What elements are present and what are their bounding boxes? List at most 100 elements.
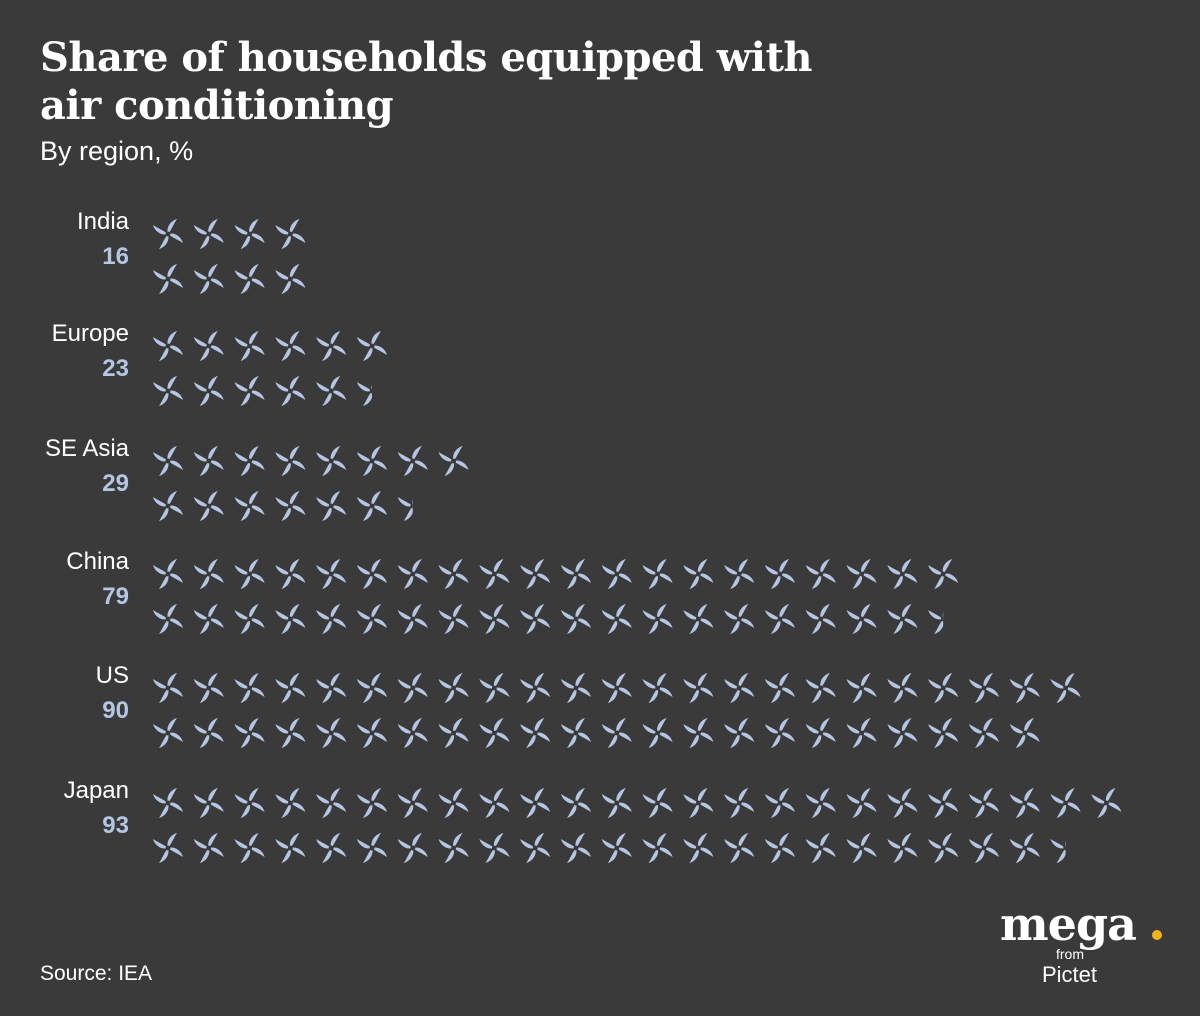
fan-icon	[805, 559, 836, 589]
category-row-india: India 16	[77, 208, 306, 294]
category-label: SE Asia	[45, 435, 130, 462]
source-note: Source: IEA	[40, 962, 153, 985]
fan-icon	[357, 604, 387, 634]
fan-icon	[479, 718, 510, 748]
fan-icon	[153, 219, 183, 249]
fan-icon	[275, 559, 306, 589]
fan-icon	[642, 833, 673, 863]
category-row-japan: Japan 93	[64, 777, 1122, 863]
fan-icon	[234, 673, 265, 703]
fan-icon	[234, 446, 265, 476]
category-row-china: China 79	[66, 548, 959, 634]
fan-icon	[520, 788, 551, 818]
fan-icon	[887, 833, 918, 863]
fan-icon	[805, 673, 836, 703]
fan-icon	[520, 604, 551, 634]
fan-icon	[601, 673, 632, 703]
fan-icon	[520, 673, 551, 703]
fan-icon	[928, 788, 959, 818]
fan-icon	[969, 788, 999, 818]
fan-icon	[805, 718, 836, 748]
fan-icon	[275, 491, 306, 521]
fan-icon	[397, 604, 428, 634]
fan-icon	[357, 491, 387, 521]
fan-icon	[234, 376, 265, 406]
fan-icon	[601, 718, 632, 748]
fan-icon	[153, 376, 183, 406]
fan-icon	[438, 559, 469, 589]
fan-icon	[1050, 673, 1081, 703]
fan-icon	[316, 833, 347, 863]
fan-icon	[193, 331, 224, 361]
fan-icon	[805, 604, 836, 634]
fan-icon	[561, 559, 591, 589]
fan-icon	[193, 264, 224, 294]
fan-icon	[316, 718, 347, 748]
fan-icon	[316, 376, 347, 406]
fan-icon	[561, 604, 591, 634]
fan-icon	[765, 559, 795, 589]
fan-icon	[153, 446, 183, 476]
category-row-us: US 90	[96, 662, 1081, 748]
fan-icon	[193, 376, 224, 406]
fan-icon	[275, 673, 306, 703]
fan-icon	[601, 833, 632, 863]
fan-icon	[928, 604, 944, 634]
fan-icon	[846, 673, 877, 703]
fan-icon	[1091, 788, 1122, 818]
fan-icon	[928, 559, 959, 589]
fan-icon	[561, 718, 591, 748]
fan-icon	[479, 833, 510, 863]
fan-icon	[193, 491, 224, 521]
value-label: 23	[102, 355, 129, 382]
fan-icon	[805, 833, 836, 863]
category-label: Europe	[52, 320, 129, 347]
fan-icon	[561, 788, 591, 818]
logo-from: from	[1056, 946, 1084, 962]
fan-icon	[724, 673, 755, 703]
fan-icon	[724, 604, 755, 634]
fan-icon	[316, 491, 347, 521]
fan-icon	[397, 833, 428, 863]
mega-pictet-logo: mega from Pictet	[1000, 896, 1170, 996]
fan-icon	[153, 673, 183, 703]
fan-icon	[397, 491, 413, 521]
fan-icon	[724, 833, 755, 863]
fan-icon	[193, 219, 224, 249]
logo-dot	[1152, 930, 1162, 940]
fan-icon	[479, 559, 510, 589]
fan-icon	[846, 559, 877, 589]
value-label: 93	[102, 812, 129, 839]
fan-icon	[438, 604, 469, 634]
fan-icon	[765, 788, 795, 818]
fan-icon	[1009, 788, 1040, 818]
fan-icon	[438, 446, 469, 476]
fan-icon	[601, 604, 632, 634]
fan-icon	[642, 718, 673, 748]
fan-icon	[1009, 833, 1040, 863]
fan-icon	[683, 559, 714, 589]
fan-icon	[234, 604, 265, 634]
fan-icon	[397, 718, 428, 748]
fan-icon	[479, 673, 510, 703]
fan-icon	[153, 331, 183, 361]
fan-icon	[234, 788, 265, 818]
fan-icon	[316, 446, 347, 476]
fan-icon	[234, 491, 265, 521]
fan-icon	[153, 491, 183, 521]
chart-subtitle: By region, %	[40, 136, 194, 166]
fan-icon	[153, 833, 183, 863]
fan-icon	[724, 718, 755, 748]
fan-icon	[683, 718, 714, 748]
value-label: 79	[102, 583, 129, 610]
fan-icon	[928, 833, 959, 863]
fan-icon	[275, 718, 306, 748]
fan-icon	[438, 673, 469, 703]
fan-icon	[397, 673, 428, 703]
fan-icon	[683, 604, 714, 634]
fan-icon	[846, 604, 877, 634]
category-row-europe: Europe 23	[52, 320, 387, 406]
fan-icon	[887, 718, 918, 748]
fan-icon	[1009, 673, 1040, 703]
